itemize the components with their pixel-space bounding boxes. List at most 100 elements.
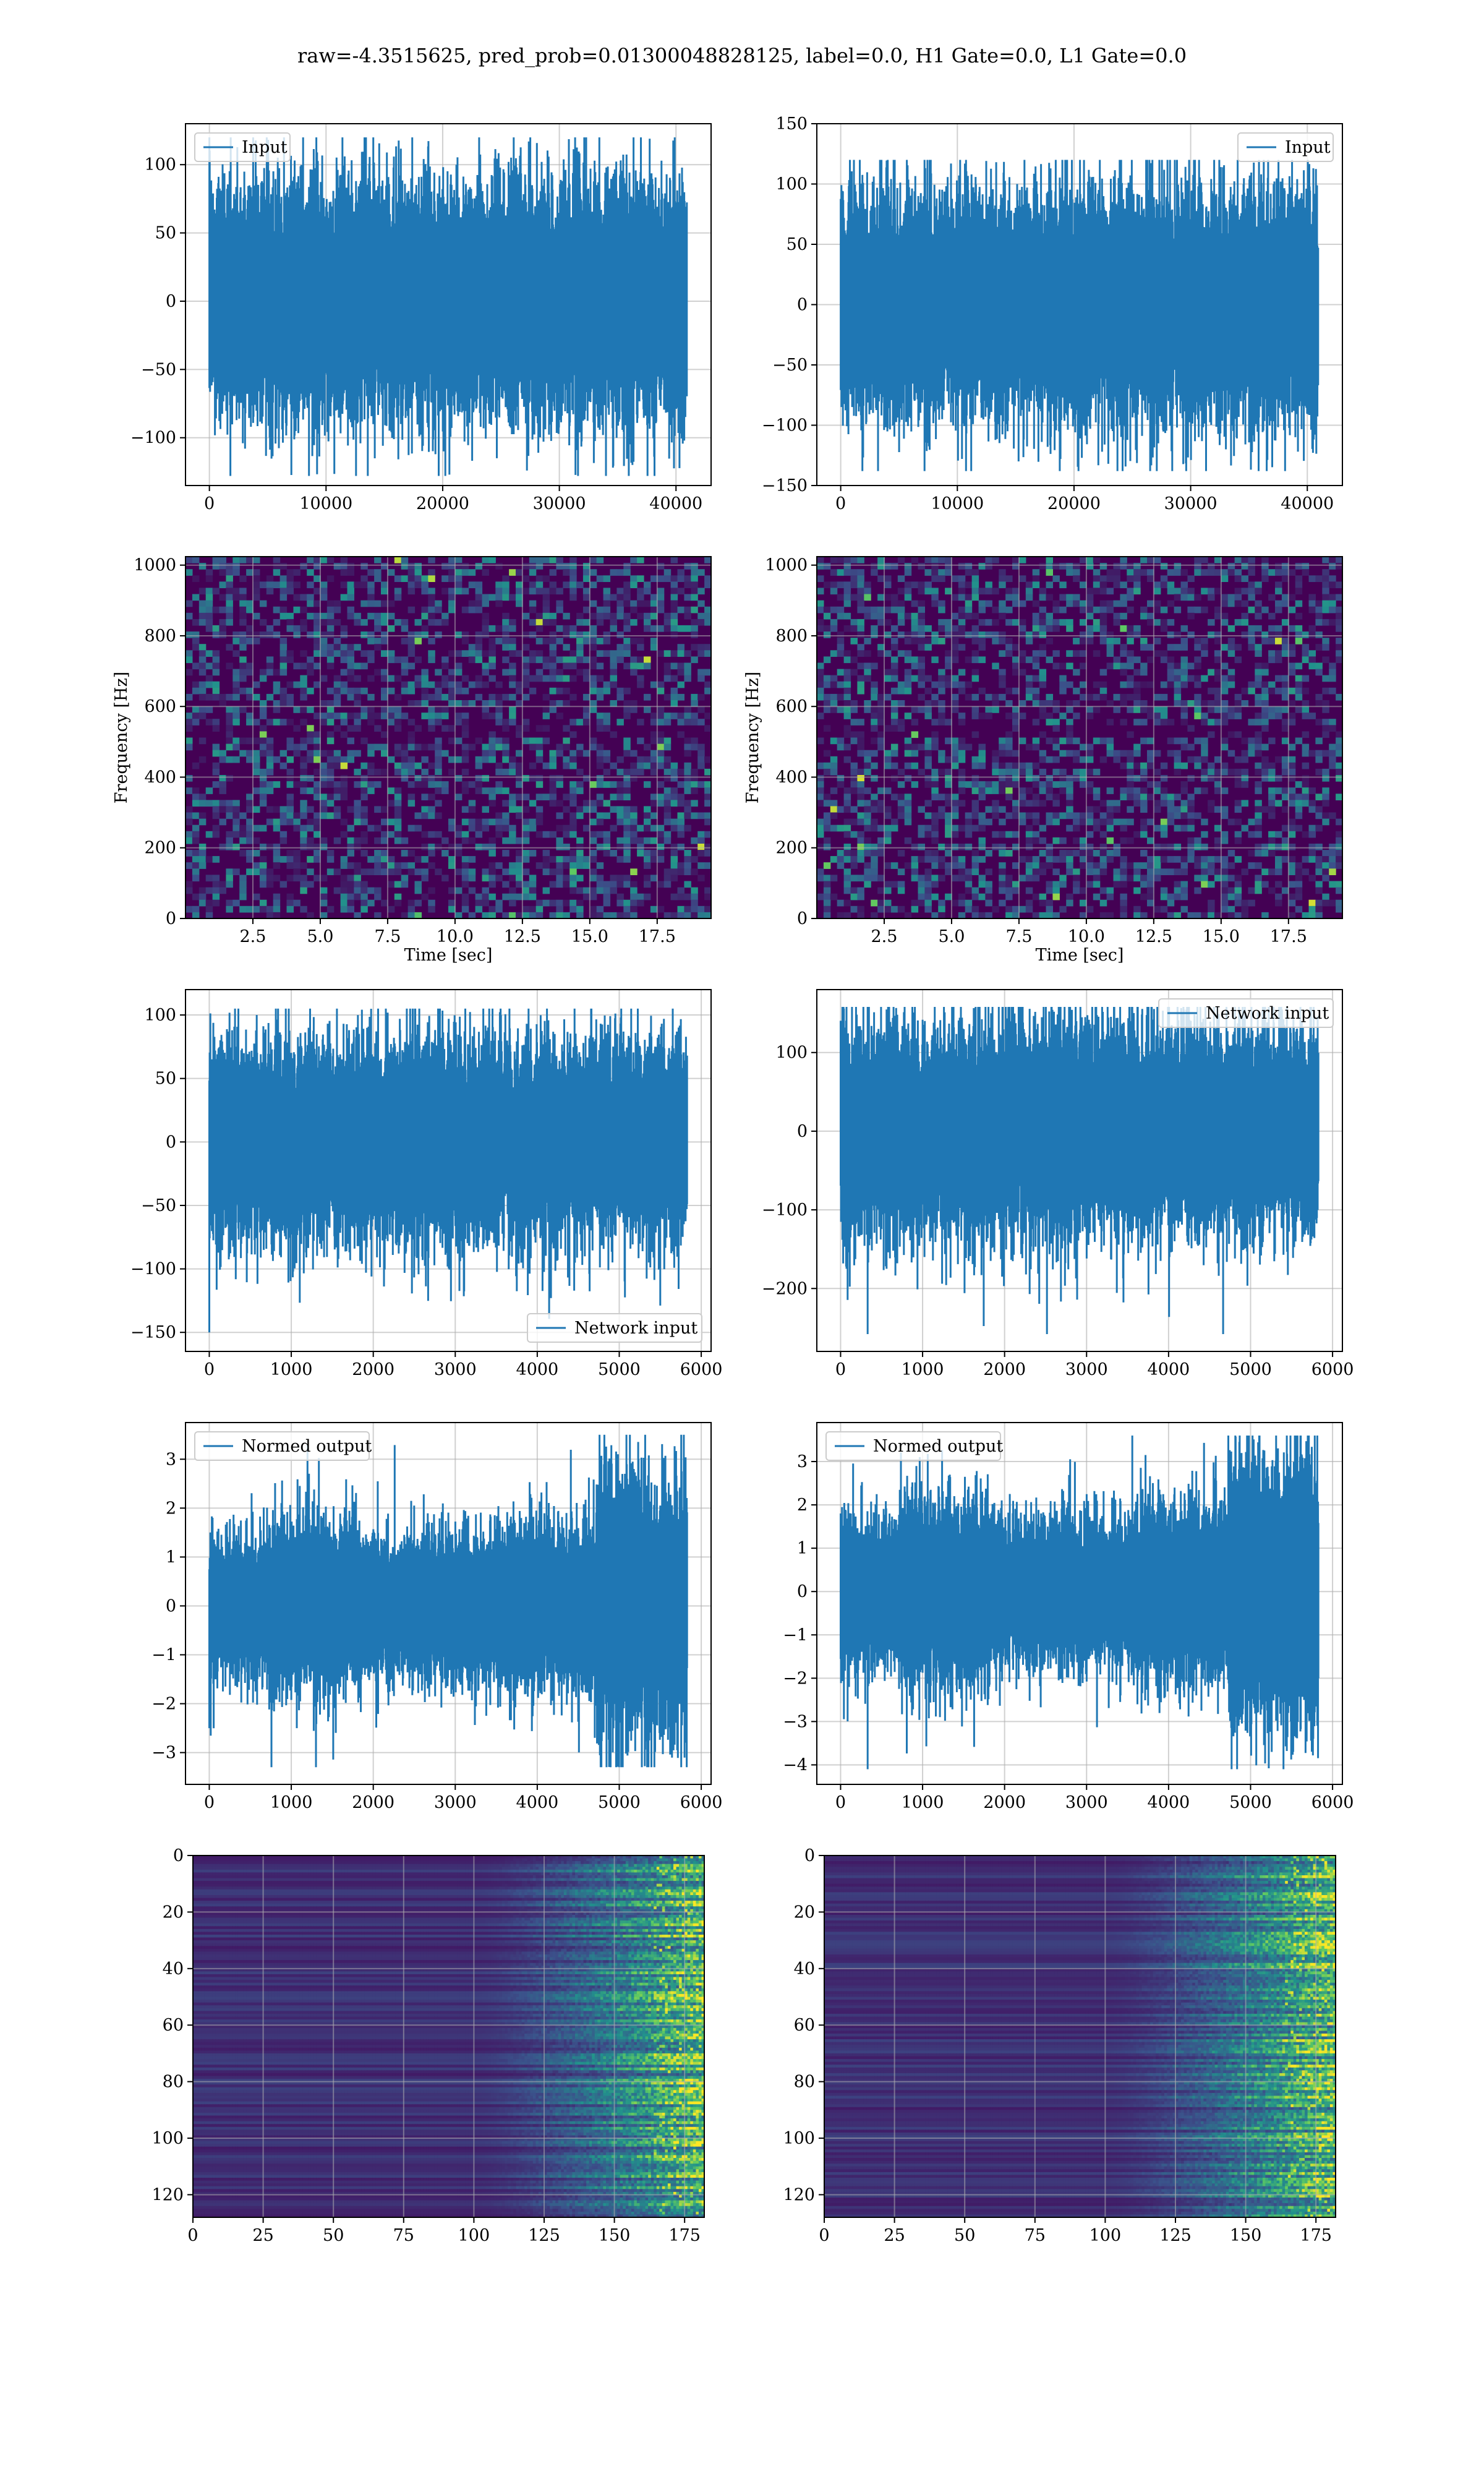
network-input-h1-xtick-label: 6000 <box>680 1360 723 1379</box>
normed-output-h1-frame <box>185 1422 712 1785</box>
spectrogram-l1-ytick-label: 0 <box>797 909 808 928</box>
normed-output-h1-legend-label: Normed output <box>242 1437 372 1456</box>
input-h1-ytick-label: 0 <box>166 292 176 311</box>
spectrogram-l1-cells <box>817 557 1342 918</box>
normed-output-l1-legend: Normed output <box>825 1431 1003 1461</box>
feature-map-l1-xtick-label: 100 <box>1090 2226 1122 2245</box>
network-input-l1-ytick-label: −100 <box>762 1201 808 1220</box>
spectrogram-h1-ytick-label: 0 <box>166 909 176 928</box>
input-l1-ytick-label: 50 <box>787 235 808 254</box>
normed-output-h1-ytick-label: 2 <box>166 1499 176 1518</box>
network-input-h1-xtick-label: 5000 <box>598 1360 641 1379</box>
normed-output-h1-series-line <box>208 1434 688 1768</box>
network-input-h1-legend-box <box>527 1313 702 1343</box>
spectrogram-l1-image <box>817 557 1342 918</box>
network-input-l1-xtick-label: 3000 <box>1065 1360 1108 1379</box>
spectrogram-l1-ytick-label: 400 <box>775 768 808 787</box>
network-input-h1-legend-label: Network input <box>574 1319 697 1338</box>
network-input-l1-xtick-label: 4000 <box>1148 1360 1190 1379</box>
feature-map-l1-ytick-label: 60 <box>794 2016 815 2035</box>
feature-map-l1-ytick-label: 0 <box>804 1846 815 1865</box>
feature-map-h1-xtick-label: 125 <box>528 2226 560 2245</box>
input-h1-ytick-label: 50 <box>155 224 176 243</box>
network-input-h1-ytick-label: −50 <box>141 1196 176 1215</box>
feature-map-l1-ytick-label: 80 <box>794 2073 815 2092</box>
normed-output-h1-ytick-label: 1 <box>166 1547 176 1567</box>
feature-map-l1-xtick-label: 125 <box>1159 2226 1192 2245</box>
spectrogram-h1-ticks: 2.5 5.0 7.5 10.0 12.5 15.0 17.5 0 200 400 600 800 10… <box>134 556 676 946</box>
network-input-h1-xtick-label: 0 <box>204 1360 215 1379</box>
network-input-l1-ticks: 0 1000 2000 3000 4000 5000 6000 −200 −100 0 100 <box>762 1043 1354 1379</box>
panel-network-input-l1: 0 1000 2000 3000 4000 5000 6000 −200 −100 0 100 Net… <box>762 989 1354 1379</box>
network-input-l1-legend-box <box>1158 998 1334 1028</box>
spectrogram-h1-ytick-label: 400 <box>144 768 176 787</box>
spectrogram-h1-xtick-label: 5.0 <box>307 927 333 946</box>
panel-input-h1: 0 10000 20000 30000 40000 −100 −50 0 50 100 Input <box>130 123 712 513</box>
panel-spectrogram-h1: 2.5 5.0 7.5 10.0 12.5 15.0 17.5 0 200 400 600 800 10… <box>112 556 712 965</box>
input-l1-ticks: 0 10000 20000 30000 40000 −150 −100 −50 0 50 100 15… <box>762 114 1334 513</box>
network-input-h1-xtick-label: 4000 <box>516 1360 559 1379</box>
feature-map-h1-frame <box>192 1855 705 2218</box>
spectrogram-h1-ytick-label: 600 <box>144 697 176 716</box>
feature-map-h1-xtick-label: 25 <box>252 2226 273 2245</box>
network-input-l1-xtick-label: 2000 <box>983 1360 1026 1379</box>
normed-output-h1-xtick-label: 2000 <box>352 1793 394 1812</box>
panel-normed-output-l1: 0 1000 2000 3000 4000 5000 6000 −4 −3 −2 −1 0 1 2 3 Nor… <box>783 1422 1354 1812</box>
input-l1-legend: Input <box>1237 132 1334 162</box>
network-input-h1-xtick-label: 1000 <box>270 1360 313 1379</box>
spectrogram-h1-xtick-label: 10.0 <box>437 927 474 946</box>
network-input-l1-xtick-label: 1000 <box>902 1360 944 1379</box>
input-h1-xtick-label: 40000 <box>649 494 702 513</box>
normed-output-h1-xtick-label: 6000 <box>680 1793 723 1812</box>
input-h1-xtick-label: 30000 <box>533 494 586 513</box>
feature-map-h1-xtick-label: 175 <box>668 2226 701 2245</box>
feature-map-h1-ytick-label: 100 <box>151 2129 184 2148</box>
feature-map-l1-ticks: 0 25 50 75 100 125 150 175 0 20 40 60 80 100 120 <box>783 1846 1332 2245</box>
panel-normed-output-h1: 0 1000 2000 3000 4000 5000 6000 −3 −2 −1 0 1 2 3 Norme… <box>151 1422 723 1812</box>
network-input-h1-ytick-label: 0 <box>166 1132 176 1152</box>
normed-output-h1-legend: Normed output <box>194 1431 372 1461</box>
input-l1-xtick-label: 40000 <box>1281 494 1334 513</box>
feature-map-h1-ytick-label: 20 <box>163 1903 184 1922</box>
feature-map-l1-xtick-label: 150 <box>1230 2226 1262 2245</box>
spectrogram-h1-ytick-label: 200 <box>144 839 176 858</box>
panel-feature-map-h1: 0 25 50 75 100 125 150 175 0 20 40 60 80 100 120 <box>151 1846 705 2245</box>
spectrogram-l1-ytick-label: 800 <box>775 627 808 646</box>
feature-map-l1-ytick-label: 40 <box>794 1959 815 1979</box>
spectrogram-l1-xtick-label: 17.5 <box>1270 927 1307 946</box>
panel-input-l1: 0 10000 20000 30000 40000 −150 −100 −50 0 50 100 15… <box>762 114 1343 513</box>
input-l1-series-line <box>840 160 1320 471</box>
spectrogram-h1-xtick-label: 7.5 <box>374 927 401 946</box>
spectrogram-h1-frame <box>185 556 712 919</box>
feature-map-l1-ytick-label: 100 <box>783 2129 815 2148</box>
normed-output-h1-xtick-label: 1000 <box>270 1793 313 1812</box>
input-l1-legend-box <box>1237 132 1334 162</box>
input-l1-xtick-label: 10000 <box>931 494 984 513</box>
spectrogram-l1-xtick-label: 10.0 <box>1068 927 1105 946</box>
network-input-h1-ticks: 0 1000 2000 3000 4000 5000 6000 −150 −100 −50 0 50 1… <box>130 1006 723 1379</box>
feature-map-h1-ytick-label: 40 <box>163 1959 184 1979</box>
feature-map-h1-ytick-label: 80 <box>163 2073 184 2092</box>
normed-output-l1-legend-box <box>825 1431 1001 1461</box>
input-h1-ytick-label: 100 <box>144 155 176 174</box>
input-h1-legend-label: Input <box>242 138 288 157</box>
feature-map-h1-ytick-label: 60 <box>163 2016 184 2035</box>
spectrogram-l1-xtick-label: 12.5 <box>1135 927 1172 946</box>
input-h1-frame <box>185 123 712 486</box>
network-input-h1-legend: Network input <box>527 1313 702 1343</box>
spectrogram-h1-image <box>186 557 711 918</box>
normed-output-l1-ytick-label: −3 <box>783 1712 808 1731</box>
figure-suptitle: raw=-4.3515625, pred_prob=0.013000488281… <box>297 44 1187 67</box>
network-input-h1-ytick-label: 50 <box>155 1069 176 1089</box>
input-h1-ticks: 0 10000 20000 30000 40000 −100 −50 0 50 100 <box>130 155 702 513</box>
input-h1-ytick-label: −50 <box>141 360 176 379</box>
normed-output-l1-xtick-label: 4000 <box>1148 1793 1190 1812</box>
input-l1-ytick-label: 0 <box>797 296 808 315</box>
panel-network-input-h1: 0 1000 2000 3000 4000 5000 6000 −150 −100 −50 0 50 1… <box>130 989 723 1379</box>
feature-map-l1-cells <box>824 1856 1336 2217</box>
spectrogram-h1-cells <box>186 557 711 918</box>
input-l1-ytick-label: 150 <box>775 114 808 134</box>
feature-map-l1-xtick-label: 50 <box>954 2226 975 2245</box>
normed-output-l1-xtick-label: 2000 <box>983 1793 1026 1812</box>
